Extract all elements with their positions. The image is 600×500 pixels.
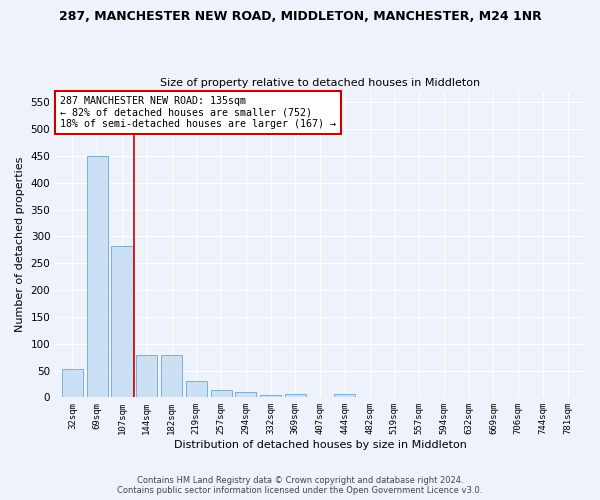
Bar [136,356,157,398]
Bar [62,369,83,398]
Bar [260,394,281,398]
Bar [186,381,207,398]
Text: 287, MANCHESTER NEW ROAD, MIDDLETON, MANCHESTER, M24 1NR: 287, MANCHESTER NEW ROAD, MIDDLETON, MAN… [59,10,541,23]
Text: 287 MANCHESTER NEW ROAD: 135sqm
← 82% of detached houses are smaller (752)
18% o: 287 MANCHESTER NEW ROAD: 135sqm ← 82% of… [61,96,337,130]
Bar [211,390,232,398]
Bar [334,394,355,398]
Text: Contains HM Land Registry data © Crown copyright and database right 2024.
Contai: Contains HM Land Registry data © Crown c… [118,476,482,495]
Bar [235,392,256,398]
Bar [161,355,182,398]
Title: Size of property relative to detached houses in Middleton: Size of property relative to detached ho… [160,78,480,88]
Bar [285,394,306,398]
X-axis label: Distribution of detached houses by size in Middleton: Distribution of detached houses by size … [173,440,467,450]
Bar [87,156,108,398]
Y-axis label: Number of detached properties: Number of detached properties [15,157,25,332]
Bar [112,246,133,398]
